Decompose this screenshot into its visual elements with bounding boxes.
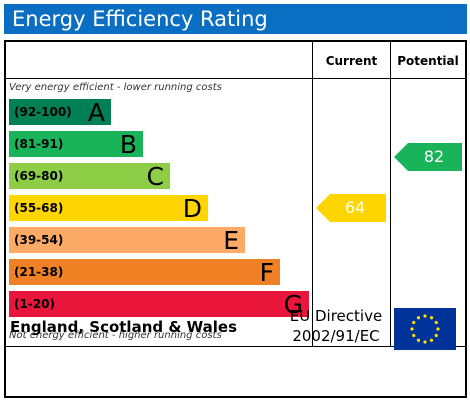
band-range: (81-91) [14,137,64,151]
band-letter: E [223,226,239,255]
eu-star [410,327,414,331]
band-range: (55-68) [14,201,64,215]
band-letter: B [119,130,137,159]
eu-flag-icon [394,308,456,350]
band-d: (55-68) D [9,194,208,223]
current-rating-arrow: 64 [316,194,386,222]
footer-divider [6,346,465,347]
band-range: (21-38) [14,265,64,279]
eu-star [434,320,438,325]
band-letter: A [87,98,105,127]
band-e: (39-54) E [9,226,245,255]
header-divider [6,78,465,79]
eu-star [429,316,434,320]
eu-star [423,314,427,318]
potential-column-header: Potential [397,54,459,68]
eu-star [434,333,438,338]
band-range: (69-80) [14,169,64,183]
directive-line-2: 2002/91/EC [292,327,380,345]
bottom-caption: Not energy efficient - higher running co… [9,330,222,341]
band-letter: F [259,258,274,287]
eu-star [416,316,421,320]
potential-rating-arrow: 82 [394,143,462,171]
region-label: England, Scotland & Wales [10,318,238,336]
band-f: (21-38) F [9,258,280,287]
eu-star [436,327,440,331]
current-column-divider [312,42,313,346]
rating-table: Current Potential Very energy efficient … [4,40,467,398]
band-c: (69-80) C [9,162,170,191]
band-range: (92-100) [14,105,72,119]
band-letter: C [146,162,164,191]
current-rating-value: 64 [344,198,366,217]
top-caption: Very energy efficient - lower running co… [9,82,222,93]
eu-flag-stars [410,314,440,344]
eu-star [416,338,421,342]
potential-column-divider [390,42,391,346]
eu-star [423,340,427,344]
potential-rating-value: 82 [423,147,445,166]
band-range: (1-20) [14,297,55,311]
eu-star [412,320,416,325]
current-column-header: Current [325,54,378,68]
band-range: (39-54) [14,233,64,247]
band-letter: D [182,194,202,223]
directive-line-1: EU Directive [289,307,383,325]
band-g: (1-20) G [9,290,309,319]
band-b: (81-91) B [9,130,143,159]
band-a: (92-100) A [9,98,111,127]
band-letter: G [283,290,303,319]
eu-star [429,338,434,342]
eu-directive: EU Directive 2002/91/EC [280,306,392,346]
chart-title: Energy Efficiency Rating [4,4,467,34]
eu-star [412,333,416,338]
